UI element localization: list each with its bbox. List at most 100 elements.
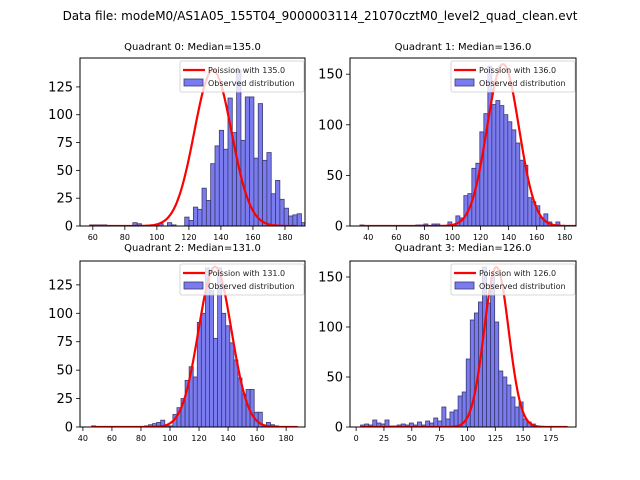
histogram-bar [449, 411, 455, 427]
histogram-bar [188, 220, 194, 226]
histogram-bar [210, 163, 216, 226]
histogram-bar [310, 223, 314, 226]
histogram-bar [506, 384, 512, 427]
y-tick-label: 50 [56, 364, 73, 379]
histogram-bar [214, 145, 220, 226]
histogram-bar [266, 152, 272, 226]
legend-label-observed: Observed distribution [479, 282, 566, 291]
plot-area [89, 69, 323, 226]
histogram-bar [494, 321, 500, 427]
histogram-bar [503, 114, 509, 226]
histogram-bar [527, 197, 533, 226]
histogram-bar [201, 187, 207, 226]
legend-box [179, 60, 305, 93]
subplot-title: Quadrant 1: Median=136.0 [395, 42, 532, 53]
histogram-bar [270, 193, 276, 226]
histogram-bar [184, 216, 190, 226]
legend: Poission with 135.0 Observed distribution [179, 60, 305, 93]
histogram-bar [288, 215, 294, 226]
x-tick-label: 100 [445, 233, 460, 242]
histogram-bar [510, 396, 516, 427]
histogram-bar [197, 208, 203, 226]
y-tick-label: 75 [56, 335, 73, 350]
histogram-bar [457, 395, 463, 427]
x-tick-label: 180 [278, 434, 293, 443]
subplot-title: Quadrant 3: Median=126.0 [395, 243, 532, 254]
histogram-bar [233, 359, 239, 427]
legend-label-observed: Observed distribution [479, 79, 566, 88]
x-tick-label: 75 [435, 434, 445, 443]
histogram-bar [279, 198, 285, 226]
y-tick-label: 100 [48, 307, 73, 322]
x-tick-label: 120 [181, 233, 196, 242]
x-tick-label: 80 [419, 233, 429, 242]
histogram-bar [499, 105, 505, 226]
histogram-bar [275, 179, 281, 226]
histogram-bar [486, 302, 492, 427]
x-tick-label: 25 [379, 434, 389, 443]
poisson-curve [360, 265, 568, 427]
legend-label-poisson: Poission with 136.0 [479, 66, 556, 75]
x-tick-label: 60 [107, 434, 117, 443]
histogram-bar [257, 411, 263, 427]
axes-frame [79, 260, 306, 428]
histogram-bar [515, 142, 521, 226]
histogram-bar [319, 225, 323, 226]
y-tick-label: 25 [56, 192, 73, 207]
histogram-bar [384, 419, 390, 427]
histogram-bar [229, 342, 235, 427]
histogram-bar [249, 389, 255, 427]
histogram-bar [417, 421, 422, 427]
histogram-bar [453, 409, 459, 427]
poisson-curve [359, 62, 576, 226]
histogram-bar [236, 69, 242, 226]
x-tick-label: 80 [136, 434, 146, 443]
x-tick-label: 50 [407, 434, 417, 443]
y-tick-label: 125 [48, 80, 73, 95]
x-tick-label: 60 [391, 233, 401, 242]
histogram-bar [225, 325, 231, 427]
legend-bar-swatch [183, 78, 204, 87]
histogram-bar [296, 213, 302, 226]
x-tick-label: 180 [557, 233, 572, 242]
y-tick-label: 100 [318, 118, 343, 133]
histogram-bar [200, 312, 206, 427]
y-tick-label: 50 [56, 164, 73, 179]
histogram-bar [257, 103, 263, 226]
subplot-quadrant-0: Quadrant 0: Median=135.0 0 25 50 75 100 125 60… [48, 42, 323, 242]
x-tick-label: 60 [88, 233, 98, 242]
plot-area [91, 265, 298, 427]
histogram-bar [495, 100, 501, 226]
histogram-bar [519, 159, 525, 226]
subplot-quadrant-3: Quadrant 3: Median=126.0 0 50 100 150 0 25 50 7… [318, 243, 577, 443]
subplot-title: Quadrant 0: Median=135.0 [124, 42, 261, 53]
subplot-quadrant-2: Quadrant 2: Median=131.0 0 25 50 75 100 125 40… [48, 243, 306, 443]
histogram-bar [221, 312, 227, 427]
y-tick-label: 0 [65, 220, 73, 235]
subplot-title: Quadrant 2: Median=131.0 [124, 243, 261, 254]
y-tick-label: 125 [48, 278, 73, 293]
x-tick-label: 100 [149, 233, 164, 242]
histogram-bar [205, 200, 212, 226]
histogram-bar [511, 129, 517, 226]
x-tick-label: 80 [120, 233, 130, 242]
x-tick-label: 40 [78, 434, 88, 443]
histogram-bar [433, 417, 439, 427]
x-tick-label: 160 [529, 233, 544, 242]
histogram-bar [292, 214, 298, 226]
legend-bar-swatch [454, 281, 475, 290]
x-tick-label: 175 [543, 434, 558, 443]
histogram-bar [209, 290, 214, 427]
histogram-bar [507, 121, 513, 226]
legend-box [179, 263, 305, 296]
legend-label-poisson: Poission with 131.0 [208, 269, 285, 278]
x-tick-label: 120 [191, 434, 206, 443]
histogram-bar [262, 159, 268, 226]
histogram-bar [514, 406, 520, 427]
x-tick-label: 100 [162, 434, 177, 443]
legend-label-poisson: Poission with 126.0 [479, 269, 556, 278]
x-tick-label: 140 [213, 233, 228, 242]
histogram-bar [213, 337, 219, 427]
histogram-bar [244, 96, 250, 226]
